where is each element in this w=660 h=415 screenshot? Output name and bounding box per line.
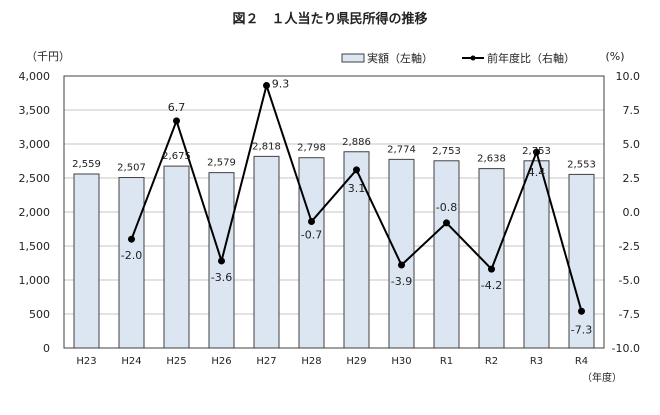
left-tick-label: 1,500 [19, 240, 51, 253]
line-marker [308, 218, 315, 226]
right-tick-label: 2.5 [623, 172, 641, 185]
x-tick-label: H25 [166, 356, 186, 367]
line-marker [173, 117, 180, 125]
bar-value-label: 2,559 [72, 159, 101, 170]
bar-value-label: 2,675 [162, 151, 191, 162]
bar [343, 151, 370, 349]
left-tick-label: 1,000 [19, 274, 51, 287]
bar [568, 173, 595, 349]
x-tick-label: H24 [121, 356, 141, 367]
bar-value-label: 2,753 [432, 146, 461, 157]
bar [523, 160, 550, 349]
plot-frame [63, 75, 605, 349]
bar-value-label: 2,818 [252, 141, 281, 152]
bar [433, 160, 460, 349]
bar [478, 168, 505, 349]
bar-value-label: 2,774 [387, 144, 416, 155]
bar [73, 173, 100, 349]
bar-value-label: 2,553 [567, 159, 596, 170]
bar [118, 177, 145, 349]
bar [388, 158, 415, 349]
bar [253, 155, 280, 349]
bar-value-label: 2,886 [342, 137, 371, 148]
bar [163, 165, 190, 349]
right-tick-label: 5.0 [623, 138, 641, 151]
line-marker [128, 235, 135, 243]
line-value-label: 9.3 [272, 78, 290, 91]
x-tick-label: H29 [346, 356, 366, 367]
x-tick-label: R1 [440, 356, 453, 367]
right-tick-label: -2.5 [619, 240, 640, 253]
right-tick-label: -5.0 [619, 274, 640, 287]
bar-value-label: 2,753 [522, 146, 551, 157]
right-tick-label: 10.0 [616, 70, 641, 83]
line-value-label: -0.7 [301, 229, 322, 242]
left-tick-label: 3,000 [19, 138, 51, 151]
x-tick-label: H30 [391, 356, 411, 367]
right-axis-unit: (%) [605, 50, 624, 63]
left-tick-label: 3,500 [19, 104, 51, 117]
x-tick-label: H27 [256, 356, 276, 367]
line-value-label: -4.2 [481, 279, 502, 292]
x-axis-unit: （年度） [582, 371, 622, 384]
line-value-label: 6.7 [168, 101, 186, 114]
bar-value-label: 2,579 [207, 158, 236, 169]
x-tick-label: R3 [530, 356, 543, 367]
line-marker [488, 265, 495, 273]
left-axis-unit: （千円） [26, 50, 70, 63]
right-tick-label: 7.5 [623, 104, 641, 117]
line-value-label: -3.9 [391, 275, 412, 288]
right-tick-label: -7.5 [619, 308, 640, 321]
line-value-label: -2.0 [121, 249, 142, 262]
line-marker [533, 148, 540, 156]
line-value-label: -0.8 [436, 201, 457, 214]
left-tick-label: 500 [29, 308, 50, 321]
x-tick-label: H23 [76, 356, 96, 367]
line-marker [578, 307, 585, 315]
x-tick-label: R4 [575, 356, 588, 367]
legend-line-label: 前年度比（右軸） [487, 51, 575, 65]
legend: 実額（左軸） 前年度比（右軸） [341, 51, 575, 65]
left-tick-label: 2,000 [19, 206, 51, 219]
right-tick-label: 0.0 [623, 206, 641, 219]
line-value-label: -3.6 [211, 271, 232, 284]
line-value-label: 3.1 [348, 182, 366, 195]
x-tick-label: H26 [211, 356, 231, 367]
bar-value-label: 2,798 [297, 143, 326, 154]
left-tick-label: 2,500 [19, 172, 51, 185]
line-marker [443, 219, 450, 227]
line-value-label: -7.3 [571, 323, 592, 336]
legend-bar-label: 実額（左軸） [367, 51, 433, 65]
x-tick-label: R2 [485, 356, 498, 367]
left-tick-label: 4,000 [19, 70, 51, 83]
right-tick-label: -10.0 [612, 342, 640, 355]
x-tick-label: H28 [301, 356, 321, 367]
chart-title: 図２ １人当たり県民所得の推移 [232, 11, 427, 27]
bar [298, 157, 325, 349]
line-marker [263, 82, 270, 90]
line-marker [398, 261, 405, 269]
line-marker [353, 166, 360, 174]
bar-value-label: 2,507 [117, 163, 146, 174]
line-marker [218, 257, 225, 265]
bar-value-label: 2,638 [477, 154, 506, 165]
legend-line-marker [470, 55, 476, 61]
line-value-label: 4.4 [528, 166, 546, 179]
legend-bar-swatch [341, 53, 365, 63]
left-tick-label: 0 [43, 342, 50, 355]
